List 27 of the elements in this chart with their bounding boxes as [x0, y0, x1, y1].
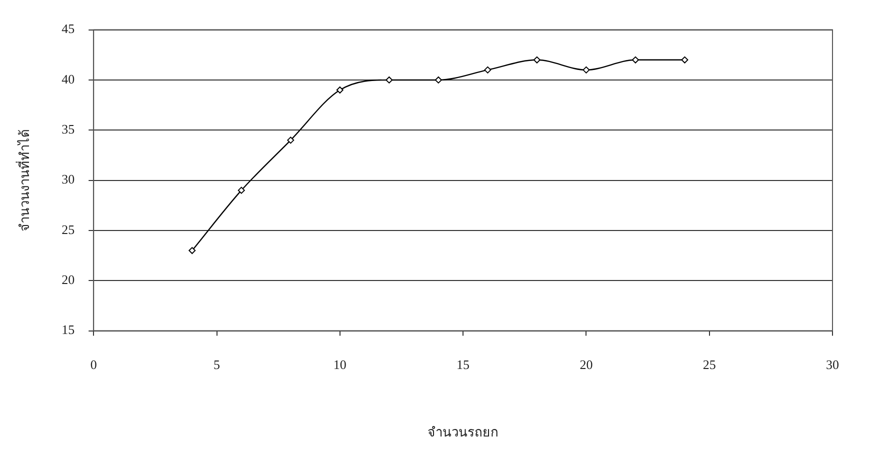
y-tick-label: 40	[62, 71, 75, 86]
y-tick-label: 25	[62, 222, 75, 237]
x-tick-label: 25	[702, 357, 716, 372]
x-tick-label: 10	[333, 357, 346, 372]
point	[632, 56, 639, 64]
point	[336, 86, 344, 94]
point	[188, 247, 196, 254]
y-tick-label: 30	[62, 172, 75, 187]
point	[681, 56, 688, 64]
y-tick-label: 20	[62, 272, 75, 288]
y-tick-label: 45	[62, 21, 75, 36]
point	[287, 136, 294, 144]
point	[238, 186, 245, 194]
x-axis-title: จำนวนรถยก	[428, 424, 499, 440]
x-tick-label: 5	[214, 357, 220, 372]
y-tick-label: 15	[62, 322, 75, 338]
point	[434, 76, 442, 84]
y-axis-title: จำนวนงานที่ทำได้	[16, 129, 32, 232]
point	[533, 56, 540, 64]
x-tick-label: 30	[826, 357, 839, 372]
point	[484, 66, 492, 74]
x-tick-label: 15	[456, 357, 470, 372]
x-tick-label: 20	[580, 357, 593, 372]
x-tick-label: 0	[90, 357, 97, 372]
point	[582, 66, 590, 74]
y-tick-label: 35	[62, 122, 75, 137]
point	[386, 76, 393, 84]
